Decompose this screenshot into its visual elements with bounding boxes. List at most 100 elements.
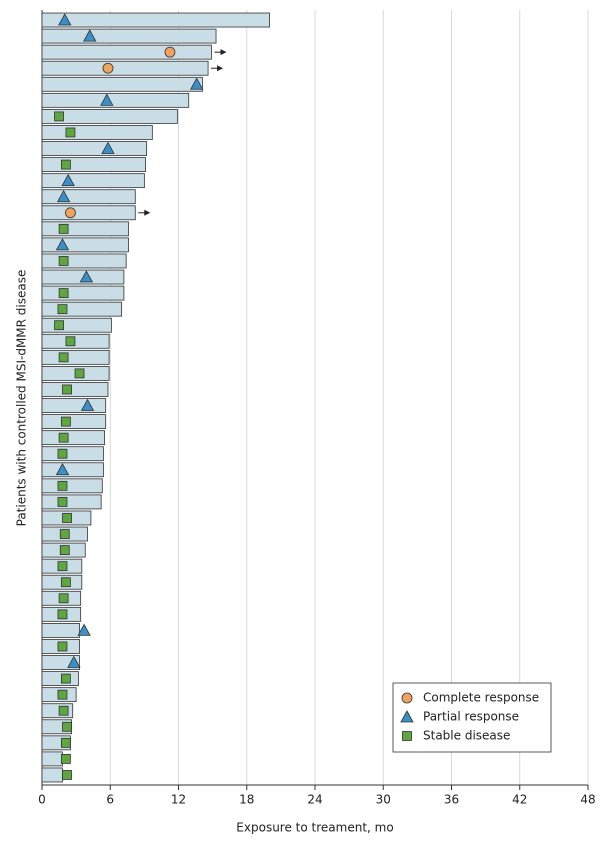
- marker-circle: [65, 207, 76, 219]
- legend-label: Stable disease: [423, 729, 510, 743]
- marker-square: [59, 529, 70, 539]
- y-axis-label: Patients with controlled MSI-dMMR diseas…: [15, 270, 29, 527]
- marker-triangle: [400, 710, 414, 723]
- marker-square: [58, 705, 69, 716]
- marker-triangle: [83, 29, 97, 42]
- marker-triangle: [190, 77, 204, 90]
- marker-square: [65, 336, 76, 347]
- bar: [41, 767, 63, 783]
- marker-square: [57, 609, 68, 620]
- marker-square: [60, 577, 71, 588]
- bar: [41, 157, 146, 172]
- bar: [41, 253, 127, 269]
- x-tick-label: 0: [38, 793, 46, 807]
- marker-square: [58, 352, 69, 363]
- marker-triangle: [77, 623, 91, 636]
- marker-square: [60, 754, 71, 764]
- marker-square: [62, 770, 72, 780]
- bar: [41, 671, 79, 686]
- bar: [41, 414, 107, 429]
- x-axis-label: Exposure to treament, mo: [236, 821, 393, 835]
- marker-square: [57, 448, 68, 459]
- marker-square: [62, 721, 72, 732]
- marker-square: [57, 497, 68, 507]
- marker-square: [58, 223, 69, 234]
- bar: [41, 44, 212, 60]
- marker-triangle: [100, 93, 114, 106]
- bar: [41, 285, 125, 301]
- marker-square: [59, 545, 70, 555]
- marker-triangle: [55, 238, 70, 251]
- marker-square: [74, 368, 85, 379]
- marker-square: [57, 480, 68, 491]
- bar: [41, 349, 110, 365]
- marker-square: [57, 641, 68, 652]
- legend-box: [392, 682, 552, 753]
- bar: [41, 301, 123, 317]
- bar: [41, 76, 203, 92]
- marker-triangle: [101, 141, 115, 154]
- marker-square: [58, 432, 69, 443]
- marker-square: [54, 320, 64, 331]
- marker-triangle: [61, 173, 75, 187]
- x-tick-label: 48: [580, 793, 595, 807]
- marker-square: [57, 689, 68, 700]
- marker-square: [65, 127, 76, 138]
- legend-label: Partial response: [423, 710, 519, 724]
- bar: [41, 28, 217, 44]
- bar: [41, 12, 270, 28]
- bar: [41, 125, 153, 140]
- marker-square: [57, 561, 68, 572]
- x-tick-label: 6: [106, 793, 114, 807]
- bar: [41, 446, 104, 462]
- bar: [41, 333, 110, 349]
- marker-square: [58, 256, 69, 266]
- marker-square: [57, 304, 68, 315]
- marker-circle: [401, 692, 413, 704]
- marker-square: [402, 731, 412, 741]
- bar: [41, 173, 145, 189]
- ongoing-arrowhead: [217, 65, 224, 72]
- x-tick-label: 12: [171, 793, 186, 807]
- marker-square: [58, 593, 69, 604]
- bar: [41, 623, 80, 638]
- marker-triangle: [56, 189, 71, 203]
- x-tick-label: 18: [239, 793, 254, 807]
- bar: [41, 109, 178, 124]
- ongoing-arrowhead: [220, 49, 227, 56]
- marker-triangle: [67, 655, 81, 668]
- marker-square: [60, 416, 71, 427]
- bar: [41, 189, 136, 205]
- bar: [41, 205, 136, 221]
- marker-circle: [102, 62, 114, 74]
- bar: [41, 751, 63, 767]
- bar: [41, 92, 190, 108]
- bar: [41, 221, 129, 237]
- bar: [41, 317, 112, 333]
- marker-square: [62, 513, 72, 523]
- bar: [41, 462, 104, 478]
- marker-triangle: [58, 13, 72, 26]
- x-tick-label: 36: [444, 793, 459, 807]
- marker-square: [60, 673, 71, 684]
- bar: [41, 478, 103, 494]
- marker-triangle: [55, 462, 70, 476]
- x-tick-label: 42: [512, 793, 527, 807]
- marker-square: [54, 111, 64, 122]
- marker-square: [60, 737, 71, 748]
- bar: [41, 494, 102, 510]
- marker-square: [58, 288, 69, 298]
- marker-triangle: [80, 398, 95, 411]
- marker-circle: [164, 46, 176, 58]
- marker-square: [60, 159, 71, 170]
- bar: [41, 141, 148, 156]
- ongoing-arrowhead: [144, 209, 151, 216]
- marker-triangle: [79, 270, 94, 283]
- bar: [41, 237, 129, 253]
- legend-label: Complete response: [423, 691, 539, 705]
- marker-square: [62, 384, 72, 395]
- x-tick-label: 30: [376, 793, 391, 807]
- x-tick-label: 24: [307, 793, 322, 807]
- bar: [41, 398, 107, 413]
